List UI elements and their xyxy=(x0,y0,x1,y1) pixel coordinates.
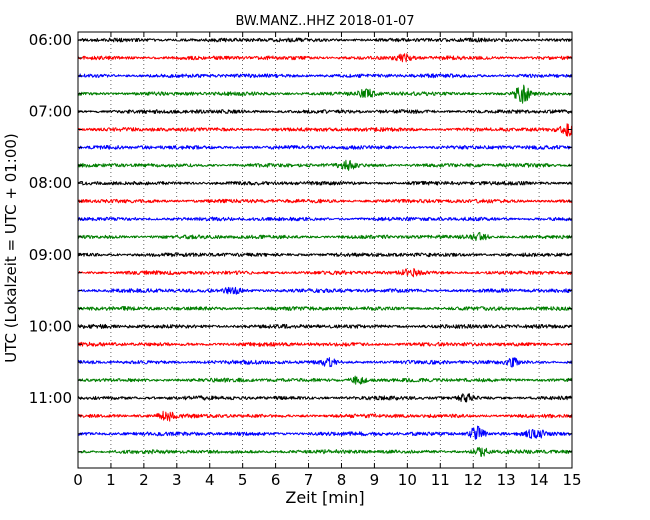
x-tick-label: 12 xyxy=(464,471,483,489)
trace-0945 xyxy=(77,305,573,311)
trace-1030 xyxy=(77,357,573,368)
x-tick-label: 13 xyxy=(497,471,516,489)
trace-0830 xyxy=(77,216,573,222)
trace-0630 xyxy=(77,73,573,79)
trace-0600 xyxy=(77,37,573,43)
y-tick-label: 06:00 xyxy=(29,31,72,49)
x-tick-label: 8 xyxy=(337,471,347,489)
trace-1045 xyxy=(77,375,573,385)
x-tick-label: 9 xyxy=(370,471,380,489)
axis-ticks xyxy=(77,32,573,468)
y-tick-label: 11:00 xyxy=(29,389,72,407)
y-tick-label: 07:00 xyxy=(29,103,72,121)
x-tick-label: 14 xyxy=(530,471,549,489)
trace-1100 xyxy=(77,393,573,403)
x-tick-label: 0 xyxy=(73,471,83,489)
x-tick-label: 7 xyxy=(304,471,314,489)
x-tick-label: 6 xyxy=(271,471,281,489)
trace-0645 xyxy=(77,84,573,104)
x-tick-label: 15 xyxy=(562,471,581,489)
y-tick-label: 08:00 xyxy=(29,174,72,192)
trace-1000 xyxy=(77,323,573,329)
x-tick-label: 3 xyxy=(172,471,182,489)
plot-frame xyxy=(77,31,573,469)
trace-1145 xyxy=(77,446,573,457)
trace-0800 xyxy=(77,180,573,186)
x-tick-label: 5 xyxy=(238,471,248,489)
y-tick-label: 09:00 xyxy=(29,246,72,264)
trace-1015 xyxy=(77,341,573,347)
y-tick-label: 10:00 xyxy=(29,317,72,335)
x-tick-label: 11 xyxy=(431,471,450,489)
trace-0715 xyxy=(77,123,573,137)
trace-0900 xyxy=(77,252,573,258)
chart-title: BW.MANZ..HHZ 2018-01-07 xyxy=(235,14,414,29)
trace-0845 xyxy=(77,231,573,242)
x-tick-label: 1 xyxy=(106,471,116,489)
x-tick-label: 4 xyxy=(205,471,215,489)
trace-0930 xyxy=(77,286,573,295)
trace-0815 xyxy=(77,198,573,204)
grid-lines xyxy=(110,32,540,468)
x-tick-label: 10 xyxy=(398,471,417,489)
seismogram-traces xyxy=(77,37,573,457)
trace-0915 xyxy=(77,268,573,278)
x-tick-label: 2 xyxy=(139,471,149,489)
x-axis-label: Zeit [min] xyxy=(285,488,364,507)
trace-0730 xyxy=(77,144,573,150)
trace-0700 xyxy=(77,109,573,114)
trace-0615 xyxy=(77,53,573,63)
trace-1130 xyxy=(77,425,572,440)
trace-1115 xyxy=(77,410,573,422)
y-axis-label: UTC (Lokalzeit = UTC + 01:00) xyxy=(2,133,20,363)
trace-0745 xyxy=(77,159,573,171)
